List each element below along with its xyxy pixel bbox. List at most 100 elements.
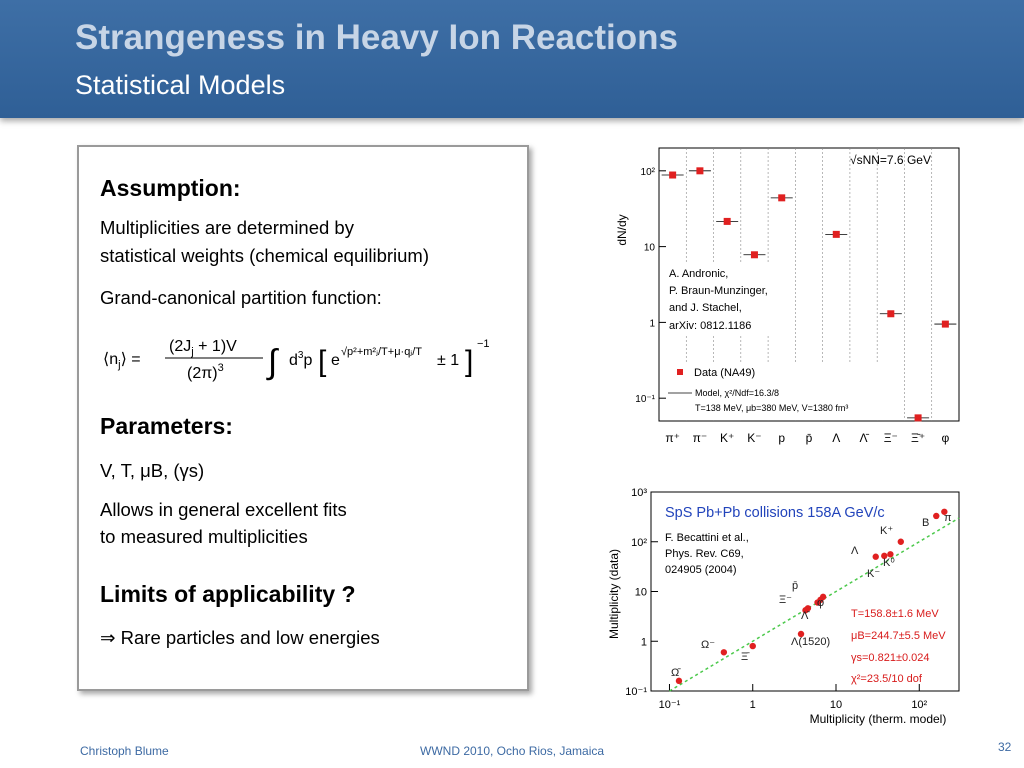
category-label: p xyxy=(778,431,785,445)
reference-line: P. Braun-Munzinger, xyxy=(669,285,768,297)
fit-param: γs=0.821±0.024 xyxy=(851,652,930,664)
category-label: Λ̄ xyxy=(860,431,870,445)
reference-line: A. Andronic, xyxy=(669,268,728,280)
footer-event: WWND 2010, Ocho Rios, Jamaica xyxy=(420,744,605,758)
reference-line: and J. Stachel, xyxy=(669,302,742,314)
data-point xyxy=(669,171,677,179)
slide-subtitle: Statistical Models xyxy=(75,70,286,100)
point-label: B xyxy=(922,517,929,529)
data-point xyxy=(941,508,948,515)
data-point xyxy=(887,551,894,558)
page-number: 32 xyxy=(998,740,1012,754)
x-tick-label: 10 xyxy=(830,699,842,711)
point-label: Ω̄ xyxy=(671,667,681,679)
limits-heading: Limits of applicability ? xyxy=(100,581,356,607)
fit-param: T=158.8±1.6 MeV xyxy=(851,608,939,620)
footer-author: Christoph Blume xyxy=(80,744,169,758)
y-axis-label: Multiplicity (data) xyxy=(607,549,621,639)
legend-marker-data xyxy=(677,369,683,375)
point-label: Λ(1520) xyxy=(791,636,830,648)
energy-label: √sNN=7.6 GeV xyxy=(850,153,931,167)
x-axis-label: Multiplicity (therm. model) xyxy=(810,712,947,726)
svg-text:∫: ∫ xyxy=(266,343,279,381)
data-point xyxy=(749,642,756,650)
data-point xyxy=(804,605,812,612)
fits-line-1: Allows in general excellent fits xyxy=(100,499,347,520)
data-point xyxy=(675,677,683,685)
chart-title: SpS Pb+Pb collisions 158A GeV/c xyxy=(665,505,885,521)
data-point xyxy=(872,553,879,560)
legend-model-params: T=138 MeV, μb=380 MeV, V=1380 fm³ xyxy=(695,403,848,413)
y-axis-label: dN/dy xyxy=(615,214,629,245)
data-point xyxy=(881,552,888,560)
svg-text:e: e xyxy=(331,352,340,369)
svg-text:(2Jj + 1)V: (2Jj + 1)V xyxy=(169,338,237,358)
data-point xyxy=(933,512,940,520)
partition-text: Grand-canonical partition function: xyxy=(100,287,382,308)
reference-text: F. Becattini et al., Phys. Rev. C69, 024… xyxy=(665,532,749,576)
svg-text:± 1: ± 1 xyxy=(437,352,459,369)
category-label: K⁺ xyxy=(720,431,734,445)
data-point xyxy=(723,217,731,225)
data-point xyxy=(797,630,805,638)
category-label: φ xyxy=(941,431,949,445)
data-point xyxy=(914,414,922,422)
data-point xyxy=(897,538,904,545)
y-tick-label: 10 xyxy=(644,243,656,254)
fit-param: χ²=23.5/10 dof xyxy=(851,673,923,685)
y-tick-label: 10² xyxy=(631,537,647,549)
category-label: K⁻ xyxy=(747,431,761,445)
slide-title: Strangeness in Heavy Ion Reactions xyxy=(75,18,678,57)
data-point xyxy=(819,593,827,601)
svg-text:⟨nj⟩ =: ⟨nj⟩ = xyxy=(103,351,141,371)
reference-line: Phys. Rev. C69, xyxy=(665,548,744,560)
legend: Data (NA49) Model, χ²/Ndf=16.3/8 T=138 M… xyxy=(666,362,901,420)
fit-line xyxy=(669,517,960,692)
limits-text: ⇒ Rare particles and low energies xyxy=(100,627,380,648)
point-label: π xyxy=(944,512,952,524)
svg-text:[: [ xyxy=(318,345,327,378)
dndy-chart: 10² 10 1 10⁻¹ π⁺ π⁻ K⁺ K⁻ p p̄ Λ Λ̄ Ξ⁻ Ξ̄⁺ φ dN/dy √s… xyxy=(615,147,960,445)
point-label: K⁺ xyxy=(880,525,893,537)
point-label: Ξ⁻ xyxy=(779,594,792,606)
point-label: K⁻ xyxy=(867,568,880,580)
point-label: Λ xyxy=(851,545,859,557)
y-tick-label: 1 xyxy=(649,318,655,329)
svg-text:(2π)3: (2π)3 xyxy=(187,362,224,382)
point-label: Λ̄ xyxy=(801,610,810,622)
x-tick-label: 10² xyxy=(911,699,927,711)
svg-text:]: ] xyxy=(465,345,473,378)
point-label: Ω⁻ xyxy=(701,639,715,651)
parameters-heading: Parameters: xyxy=(100,413,233,439)
data-point xyxy=(832,230,840,238)
multiplicity-chart: 10⁻¹ 1 10 10² 10³ 10² 10 1 10⁻¹ SpS Pb+Pb collis… xyxy=(607,487,960,726)
svg-text:−1: −1 xyxy=(477,338,490,350)
y-tick-label: 10⁻¹ xyxy=(635,394,655,405)
category-label: Λ xyxy=(832,431,840,445)
reference-text: A. Andronic, P. Braun-Munzinger, and J. … xyxy=(666,264,781,334)
assumption-heading: Assumption: xyxy=(100,175,241,201)
reference-line: F. Becattini et al., xyxy=(665,532,749,544)
data-point xyxy=(941,320,949,328)
category-label: Ξ⁻ xyxy=(884,431,898,445)
y-tick-label: 10³ xyxy=(631,487,647,499)
y-tick-label: 10⁻¹ xyxy=(625,686,647,698)
y-tick-label: 10² xyxy=(641,167,656,178)
slide-header: Strangeness in Heavy Ion Reactions Stati… xyxy=(0,0,1024,118)
fit-parameters: T=158.8±1.6 MeV μB=244.7±5.5 MeV γs=0.82… xyxy=(851,608,946,685)
parameters-text: V, T, μB, (γs) xyxy=(100,460,205,481)
x-tick-label: 1 xyxy=(750,699,756,711)
content-box: Assumption: Multiplicities are determine… xyxy=(77,145,529,691)
category-label: Ξ̄⁺ xyxy=(911,431,925,445)
point-label: p̄ xyxy=(792,580,798,592)
data-point xyxy=(750,251,758,259)
reference-line: arXiv: 0812.1186 xyxy=(669,320,751,332)
data-point xyxy=(887,310,895,318)
fits-line-2: to measured multiplicities xyxy=(100,526,308,547)
reference-line: 024905 (2004) xyxy=(665,564,737,576)
point-label: Ξ̄ xyxy=(741,651,750,663)
data-point xyxy=(696,167,704,175)
y-tick-label: 1 xyxy=(641,636,647,648)
point-label: K⁰ xyxy=(883,557,895,569)
data-point xyxy=(720,649,728,656)
